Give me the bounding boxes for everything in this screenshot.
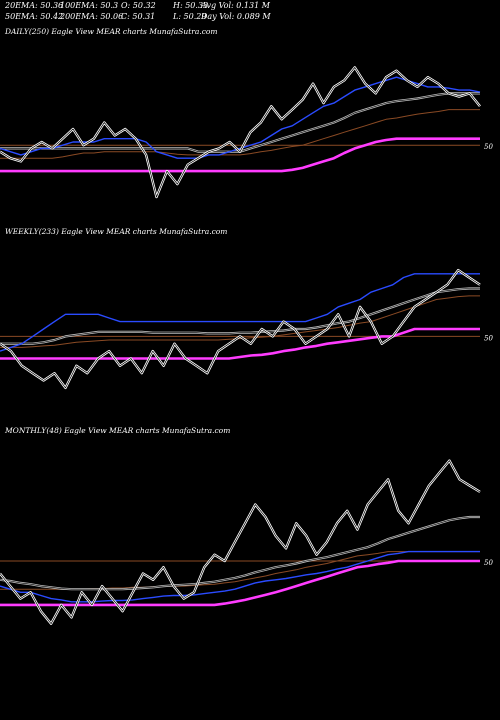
y-axis-label: 50 xyxy=(484,143,493,151)
monthly-chart: 50 xyxy=(0,459,493,625)
ema-gray-line-core xyxy=(0,516,480,590)
stat-high: H: 50.33 xyxy=(173,1,209,10)
stat-avg-vol: Avg Vol: 0.131 M xyxy=(201,1,270,10)
ema-brown-line xyxy=(0,109,480,159)
price-line-outline xyxy=(0,459,481,625)
ema-gray-line-outline xyxy=(0,515,480,591)
daily-chart: 50 xyxy=(0,66,493,199)
stat-50ema: 50EMA: 50.42 xyxy=(5,12,64,21)
weekly-chart: 50 xyxy=(0,268,493,390)
ema-magenta-line xyxy=(0,327,480,360)
ema-blue-line xyxy=(0,550,480,603)
stat-open: O: 50.32 xyxy=(121,1,156,10)
daily-panel-title: DAILY(250) Eagle View MEAR charts Munafa… xyxy=(5,27,218,36)
ema-blue-line xyxy=(0,76,481,159)
stat-close: C: 50.31 xyxy=(121,12,156,21)
ema-brown-line xyxy=(0,551,480,590)
ema-magenta-line xyxy=(0,137,480,173)
ema-gray-line-core xyxy=(0,288,480,344)
monthly-panel-title: MONTHLY(48) Eagle View MEAR charts Munaf… xyxy=(5,426,231,435)
ema-brown-line xyxy=(0,295,480,348)
stat-100ema: 100EMA: 50.3 xyxy=(60,1,119,10)
price-line-core xyxy=(0,67,481,198)
ema-magenta-line xyxy=(0,559,480,607)
stat-day-vol: Day Vol: 0.089 M xyxy=(201,12,271,21)
price-line-outline xyxy=(0,268,481,390)
price-line-core xyxy=(0,460,481,625)
weekly-panel-title: WEEKLY(233) Eagle View MEAR charts Munaf… xyxy=(5,227,228,236)
stat-20ema: 20EMA: 50.36 xyxy=(5,1,64,10)
price-line-core xyxy=(0,269,481,389)
y-axis-label: 50 xyxy=(484,334,493,342)
ema-blue-line xyxy=(0,273,480,352)
stat-200ema: 200EMA: 50.06 xyxy=(60,12,124,21)
stat-low: L: 50.29 xyxy=(173,12,207,21)
price-line-outline xyxy=(0,66,481,199)
y-axis-label: 50 xyxy=(484,559,493,567)
